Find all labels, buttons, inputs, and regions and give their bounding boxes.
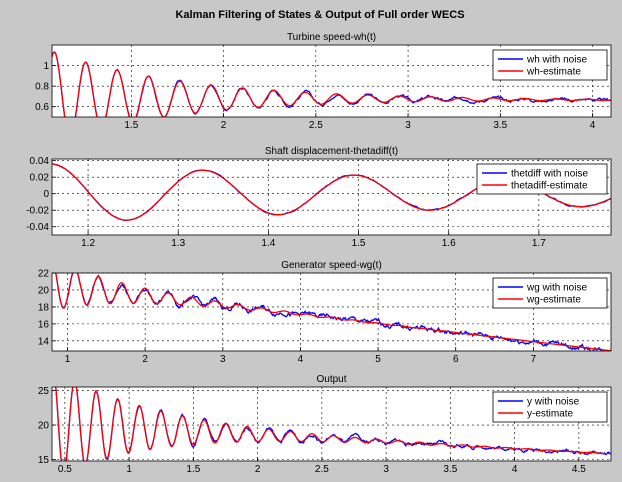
x-tick-label: 1.2: [81, 238, 95, 249]
subplot-title: Turbine speed-wh(t): [287, 32, 376, 43]
subplot-title: Generator speed-wg(t): [281, 260, 382, 271]
x-tick-label: 6: [453, 354, 459, 365]
subplot-1: Turbine speed-wh(t) 1.5 2 2.5 3 3.5 4 0.6 0.8 1 wh…: [35, 32, 612, 131]
x-tick-label: 2: [142, 354, 148, 365]
legend-box: [492, 277, 608, 309]
x-tick-label: 1: [126, 464, 132, 475]
legend-label: wh with noise: [526, 55, 587, 66]
x-tick-label: 3: [405, 120, 411, 131]
series-line-estimate: [55, 273, 611, 351]
legend-label: wg-estimate: [526, 295, 581, 306]
subplot-title: Shaft displacement-thetadiff(t): [265, 146, 398, 157]
x-tick-label: 2: [221, 120, 227, 131]
figure-title: Kalman Filtering of States & Output of F…: [175, 9, 464, 21]
subplot-2: Shaft displacement-thetadiff(t) 1.2 1.3 1.4…: [26, 146, 612, 249]
x-tick-label: 3.5: [493, 120, 507, 131]
legend-label: y-estimate: [527, 409, 574, 420]
x-tick-label: 0.5: [58, 464, 72, 475]
y-tick-label: 0: [43, 189, 49, 200]
y-tick-label: 15: [38, 455, 50, 466]
y-tick-label: 0.8: [35, 82, 49, 93]
x-tick-label: 1.6: [442, 238, 456, 249]
y-tick-label: -0.02: [26, 206, 49, 217]
y-tick-label: 16: [38, 319, 50, 330]
x-tick-label: 4: [590, 120, 596, 131]
y-tick-label: -0.04: [26, 222, 49, 233]
y-tick-label: 20: [38, 421, 50, 432]
y-tick-label: 0.04: [30, 156, 50, 167]
axes-frame: [51, 158, 612, 236]
axes-frame: [51, 44, 612, 118]
x-tick-label: 3.5: [443, 464, 457, 475]
legend-label: wh-estimate: [526, 67, 581, 78]
y-tick-label: 0.6: [35, 102, 49, 113]
legend-label: thetadiff-estimate: [511, 181, 588, 192]
legend-label: wg with noise: [526, 283, 587, 294]
x-tick-label: 1.5: [352, 238, 366, 249]
x-tick-label: 3: [220, 354, 226, 365]
x-tick-label: 2: [255, 464, 261, 475]
subplot-4: Output 0.5 1 1.5 2 2.5 3 3.5 4 4.5 15 20 25 y with no…: [38, 374, 612, 475]
x-tick-label: 4: [298, 354, 304, 365]
x-tick-label: 5: [375, 354, 381, 365]
x-tick-label: 1.4: [261, 238, 275, 249]
x-tick-label: 3: [383, 464, 389, 475]
legend-box: [476, 163, 608, 195]
subplot-title: Output: [316, 374, 346, 385]
x-tick-label: 4.5: [572, 464, 586, 475]
y-tick-label: 20: [38, 285, 50, 296]
x-tick-label: 1.7: [532, 238, 546, 249]
x-tick-label: 4: [512, 464, 518, 475]
legend-box: [492, 391, 608, 423]
y-tick-label: 1: [43, 61, 49, 72]
x-tick-label: 2.5: [309, 120, 323, 131]
x-tick-label: 7: [531, 354, 537, 365]
y-tick-label: 18: [38, 302, 50, 313]
legend-label: thetdiff with noise: [511, 169, 589, 180]
y-tick-label: 14: [38, 336, 50, 347]
axes-frame: [51, 386, 612, 462]
series-line-estimate: [52, 51, 611, 117]
legend-box: [492, 49, 608, 81]
x-tick-label: 1.3: [171, 238, 185, 249]
x-tick-label: 1: [65, 354, 71, 365]
x-tick-label: 2.5: [315, 464, 329, 475]
x-tick-label: 1.5: [186, 464, 200, 475]
x-tick-label: 1.5: [124, 120, 138, 131]
y-tick-label: 25: [38, 386, 50, 397]
series-line-estimate: [55, 387, 611, 461]
subplot-3: Generator speed-wg(t) 1 2 3 4 5 6 7 14 16 18 20 22 wg…: [38, 260, 612, 365]
axes-frame: [51, 272, 612, 352]
y-tick-label: 0.02: [30, 173, 50, 184]
y-tick-label: 22: [38, 269, 50, 280]
legend-label: y with noise: [527, 397, 580, 408]
